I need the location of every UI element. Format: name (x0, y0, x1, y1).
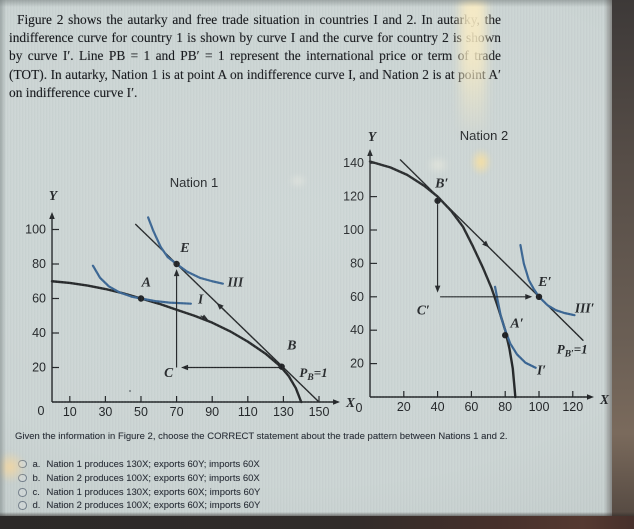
ppf-direction-arrow-head (201, 314, 209, 321)
curve-label-I′: I′ (536, 362, 546, 377)
x-tick-label: 110 (238, 405, 258, 419)
point-label-B′: B′ (434, 176, 448, 191)
point-label-A: A (141, 275, 151, 290)
x-tick-label: 10 (63, 405, 77, 419)
option-key: c. (32, 487, 40, 498)
option-a[interactable]: a. Nation 1 produces 130X; exports 60Y; … (18, 458, 260, 470)
x-tick-label: 20 (397, 400, 411, 414)
radio-button-c[interactable] (18, 488, 27, 497)
chart-title: Nation 2 (460, 128, 508, 143)
export-y-arrow-head (434, 285, 441, 293)
y-tick-label: 140 (343, 156, 364, 170)
option-label: Nation 1 produces 130X; exports 60Y; imp… (46, 458, 260, 470)
point-label-E: E (179, 241, 189, 256)
ppf-nation-2 (368, 160, 517, 399)
import-x-arrow-head (525, 294, 533, 300)
y-axis-label: Y (49, 188, 59, 203)
indifference-curve-I (91, 264, 192, 305)
option-b[interactable]: b. Nation 2 produces 100X; exports 60Y; … (18, 472, 260, 484)
y-tick-label: 80 (350, 256, 364, 270)
y-tick-label: 120 (343, 190, 364, 204)
x-tick-label: 150 (309, 405, 330, 419)
question-prompt: Given the information in Figure 2, choos… (15, 431, 508, 442)
point-A (137, 295, 145, 302)
option-label: Nation 2 produces 100X; exports 60X; imp… (46, 500, 261, 511)
price-line-direction-arrow-head (482, 240, 490, 248)
point-B (278, 363, 285, 370)
point-B′ (434, 197, 441, 204)
option-key: b. (32, 472, 41, 484)
curve-label-C: C (164, 365, 174, 380)
chart-nation-2: 20 40 60 80 100 120 20 40 60 80 100 120 140 0 B′ E′ A′ C′… (343, 128, 610, 415)
y-tick-label: 20 (32, 361, 46, 375)
point-label-A′: A′ (509, 317, 523, 332)
consumption-rise-arrow-head (173, 269, 180, 277)
price-line-pb-prime-1 (399, 159, 584, 341)
y-tick-label: 80 (32, 257, 46, 271)
y-axis-label: Y (368, 129, 378, 144)
x-tick-label: 120 (562, 400, 583, 414)
curve-label-III: III (226, 274, 244, 289)
option-label: Nation 2 produces 100X; exports 60Y; imp… (46, 472, 260, 484)
option-key: a. (32, 458, 41, 470)
x-tick-label: 60 (464, 400, 478, 414)
curve-label-I: I (197, 292, 204, 307)
y-tick-label: 60 (350, 290, 364, 304)
y-axis-arrow (49, 212, 55, 219)
y-axis-arrow (367, 149, 373, 156)
point-label-E′: E′ (537, 275, 551, 290)
chart-title: Nation 1 (170, 175, 218, 190)
point-E′ (535, 293, 543, 300)
curve-label-C′: C′ (417, 302, 430, 317)
origin-label: 0 (38, 404, 45, 418)
x-axis-arrow (587, 394, 594, 400)
point-label-B: B (286, 338, 296, 353)
option-key: d. (32, 500, 41, 511)
x-tick-label: 90 (205, 405, 219, 419)
curve-label-III′: III′ (574, 301, 595, 316)
price-line-label: PB=1 (299, 365, 327, 383)
x-tick-label: 70 (170, 405, 184, 419)
x-axis-label: X (345, 395, 356, 410)
radio-button-a[interactable] (18, 459, 27, 469)
point-E (173, 260, 180, 268)
y-tick-label: 40 (350, 323, 364, 337)
option-label: Nation 1 produces 130X; exports 60X; imp… (46, 487, 261, 498)
chart-nation-1: 10 30 50 70 90 110 130 150204060801000AEBCIIIIP… (25, 175, 356, 419)
price-line-direction-arrow-head (216, 302, 224, 310)
y-tick-label: 100 (25, 223, 46, 237)
x-tick-label: 130 (273, 405, 294, 419)
x-tick-label: 80 (498, 400, 512, 414)
y-tick-label: 20 (350, 357, 364, 371)
point-A′ (502, 332, 509, 339)
x-axis-arrow (333, 399, 340, 405)
x-tick-label: 50 (134, 405, 148, 419)
x-tick-label: 100 (529, 400, 550, 414)
export-x-arrow-head (181, 364, 189, 371)
y-tick-label: 60 (32, 292, 46, 306)
figure-description: Figure 2 shows the autarky and free trad… (9, 12, 501, 100)
option-c[interactable]: c. Nation 1 produces 130X; exports 60X; … (18, 487, 260, 499)
origin-label: 0 (356, 401, 363, 415)
dust-speck (128, 389, 132, 393)
y-tick-label: 40 (32, 326, 46, 340)
radio-button-b[interactable] (18, 473, 27, 483)
radio-button-d[interactable] (18, 501, 27, 510)
option-d[interactable]: d. Nation 2 produces 100X; exports 60X; … (18, 500, 260, 512)
x-tick-label: 40 (431, 400, 445, 414)
x-axis-label: X (599, 392, 610, 407)
y-tick-label: 100 (343, 223, 364, 237)
price-line-label: PB′=1 (557, 342, 588, 360)
x-tick-label: 30 (98, 405, 112, 419)
